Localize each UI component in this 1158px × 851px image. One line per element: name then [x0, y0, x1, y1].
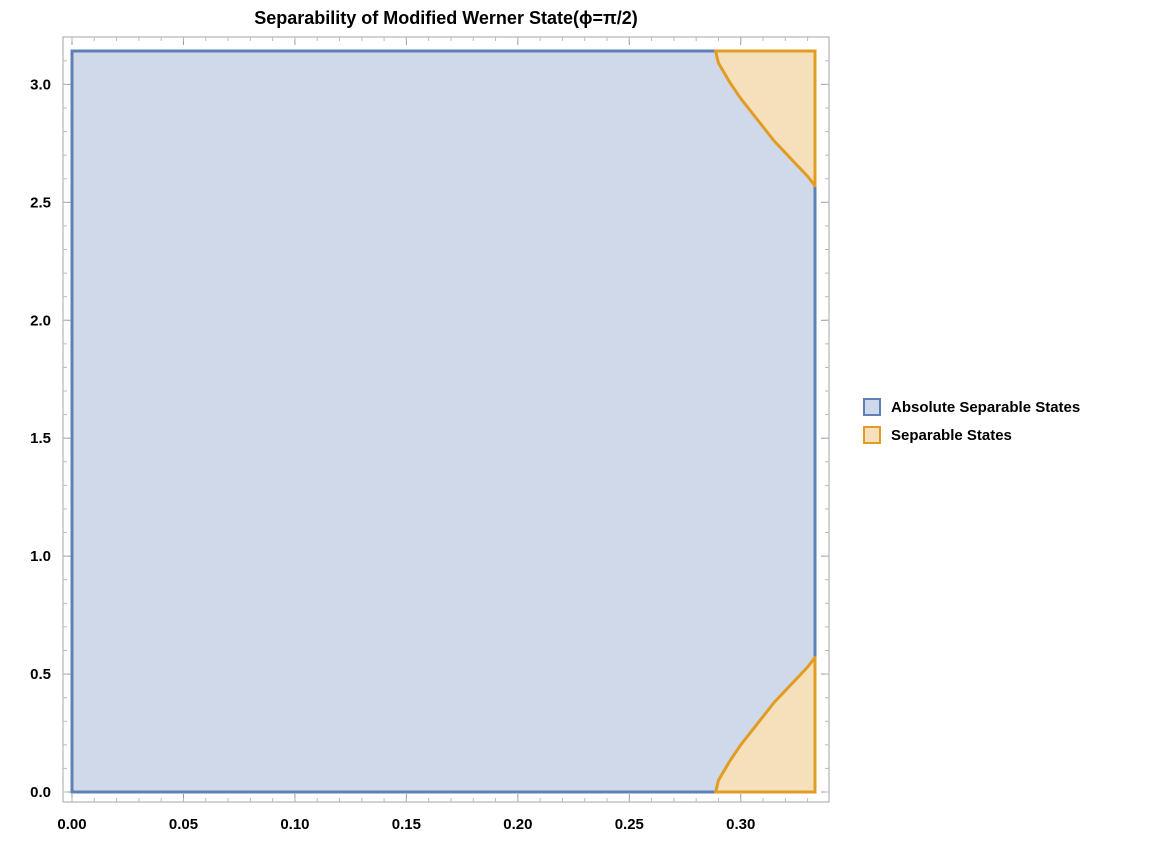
regions [70, 49, 817, 794]
legend: Absolute Separable States Separable Stat… [863, 396, 1080, 452]
legend-label-absolute-separable: Absolute Separable States [891, 398, 1081, 416]
plot-frame [62, 36, 830, 803]
y-tick-label: 2.0 [30, 312, 51, 329]
x-tick-label: 0.15 [392, 816, 421, 833]
y-tick-label: 3.0 [30, 76, 51, 93]
legend-swatch-absolute-separable [863, 398, 881, 416]
y-tick-label: 0.0 [30, 784, 51, 801]
x-tick-label: 0.05 [169, 816, 198, 833]
y-tick-label: 1.5 [30, 430, 51, 447]
region-absolute-separable [70, 49, 817, 794]
x-tick-label: 0.30 [726, 816, 755, 833]
x-tick-label: 0.25 [615, 816, 644, 833]
y-tick-label: 2.5 [30, 194, 51, 211]
x-tick-label: 0.20 [503, 816, 532, 833]
region-separable-top [714, 49, 817, 188]
legend-swatch-separable [863, 426, 881, 444]
x-tick-label: 0.00 [57, 816, 86, 833]
legend-item-absolute-separable: Absolute Separable States [863, 396, 1080, 418]
legend-label-separable: Separable States [891, 426, 1012, 444]
y-tick-label: 1.0 [30, 548, 51, 565]
y-tick-label: 0.5 [30, 666, 51, 683]
legend-item-separable: Separable States [863, 424, 1080, 446]
axis-ticks: 0.00 0.05 0.10 0.15 0.20 0.25 0.30 0.0 0.5 1.0 1.5… [30, 37, 829, 833]
chart-title: Separability of Modified Werner State(ϕ=… [254, 8, 638, 28]
x-tick-label: 0.10 [280, 816, 309, 833]
region-separable-bottom [714, 656, 817, 794]
